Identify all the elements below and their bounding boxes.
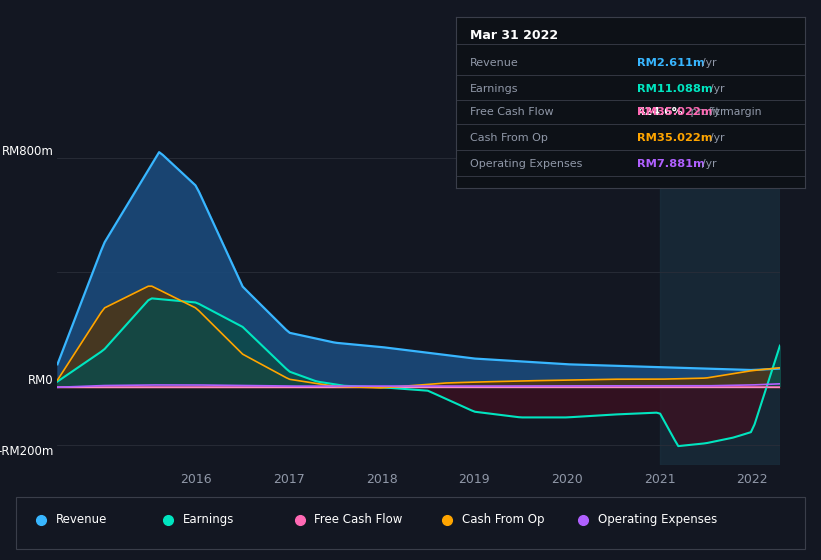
Text: /yr: /yr (709, 133, 724, 143)
Text: /yr: /yr (702, 58, 717, 68)
Text: RM35.022m: RM35.022m (637, 108, 713, 118)
Text: Cash From Op: Cash From Op (470, 133, 548, 143)
Text: Free Cash Flow: Free Cash Flow (314, 514, 403, 526)
Text: RM800m: RM800m (2, 144, 54, 157)
Text: RM35.022m: RM35.022m (637, 133, 713, 143)
Text: RM11.088m: RM11.088m (637, 83, 713, 94)
Text: Operating Expenses: Operating Expenses (598, 514, 717, 526)
Text: RM7.881m: RM7.881m (637, 158, 705, 169)
Text: /yr: /yr (702, 158, 717, 169)
Text: Operating Expenses: Operating Expenses (470, 158, 582, 169)
Text: Earnings: Earnings (470, 83, 518, 94)
Text: RM0: RM0 (28, 374, 54, 387)
Text: Revenue: Revenue (56, 514, 108, 526)
Text: Earnings: Earnings (183, 514, 235, 526)
Text: -RM200m: -RM200m (0, 445, 54, 458)
Text: RM2.611m: RM2.611m (637, 58, 705, 68)
Text: /yr: /yr (709, 83, 724, 94)
Text: Revenue: Revenue (470, 58, 518, 68)
Text: Cash From Op: Cash From Op (462, 514, 544, 526)
Text: Mar 31 2022: Mar 31 2022 (470, 29, 557, 42)
Bar (659, 129, 780, 465)
Text: profit margin: profit margin (686, 108, 761, 118)
Text: Free Cash Flow: Free Cash Flow (470, 108, 553, 118)
Text: 424.6%: 424.6% (637, 108, 683, 118)
Text: /yr: /yr (709, 108, 724, 118)
